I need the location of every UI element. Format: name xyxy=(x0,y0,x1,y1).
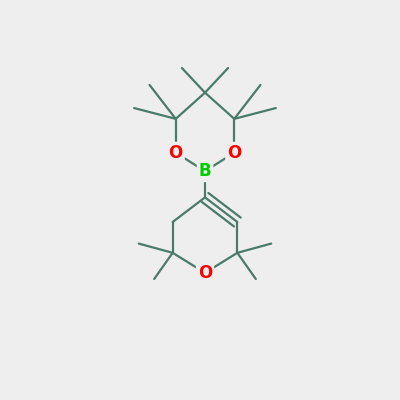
Text: O: O xyxy=(169,144,183,162)
Text: O: O xyxy=(227,144,241,162)
Text: B: B xyxy=(199,162,211,180)
Text: O: O xyxy=(198,264,212,282)
